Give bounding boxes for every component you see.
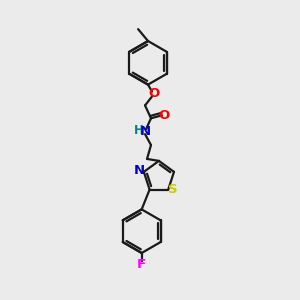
Text: N: N (133, 164, 144, 177)
Text: H: H (134, 124, 144, 137)
Text: O: O (148, 87, 160, 100)
Text: S: S (168, 183, 178, 196)
Text: N: N (140, 125, 151, 138)
Text: F: F (137, 258, 146, 272)
Text: O: O (158, 109, 169, 122)
